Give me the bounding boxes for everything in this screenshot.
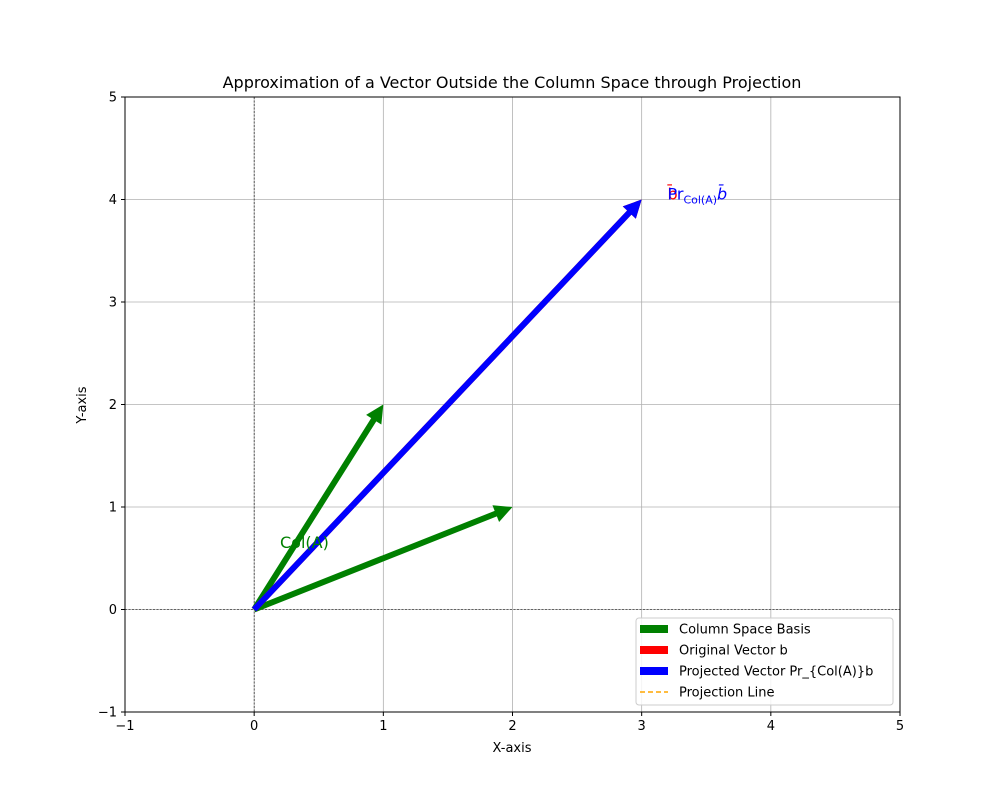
x-tick-label: 5 (896, 719, 904, 734)
x-tick-label: 3 (638, 719, 646, 734)
x-tick-label: 2 (508, 719, 516, 734)
vector-arrow-series-0 (253, 505, 513, 613)
vectors (251, 199, 642, 613)
legend-label-0: Column Space Basis (679, 623, 811, 638)
y-tick-label: −1 (98, 706, 117, 721)
x-tick-label: −1 (115, 719, 134, 734)
legend: Column Space Basis Original Vector b Proje… (635, 617, 894, 706)
chart-title: Approximation of a Vector Outside the Co… (223, 73, 802, 92)
annotation-pr-main: Pr (668, 185, 684, 204)
legend-label-2: Projected Vector Pr_{Col(A)}b (679, 665, 873, 680)
x-tick-label: 4 (767, 719, 775, 734)
x-tick-label: 1 (379, 719, 387, 734)
annotation-b: b̄ (667, 185, 678, 204)
y-tick-label: 2 (109, 398, 117, 413)
y-tick-label: 3 (109, 296, 117, 311)
legend-label-3: Projection Line (679, 686, 775, 701)
vector-arrow-series-0 (251, 404, 384, 612)
legend-swatch-2 (640, 667, 668, 675)
annotation-pr-tail: b̄ (717, 185, 727, 204)
annotation-pr-subscript: Col(A) (683, 194, 717, 207)
x-tick-label: 0 (250, 719, 258, 734)
y-axis-title: Y-axis (75, 386, 90, 424)
legend-label-1: Original Vector b (679, 644, 788, 659)
annotation-pr: PrCol(A)b̄ (668, 185, 728, 207)
x-axis-title: X-axis (493, 741, 532, 756)
y-tick-label: 4 (109, 193, 117, 208)
vector-arrow-series-2 (251, 199, 642, 612)
y-tick-label: 0 (109, 603, 117, 618)
legend-box (635, 617, 894, 706)
legend-swatch-0 (640, 625, 668, 633)
y-tick-label: 5 (109, 91, 117, 106)
axis-ticks: −1 0 1 2 3 4 5 −1 0 1 2 3 4 5 (98, 91, 904, 735)
annotations: Col(A)b̄PrCol(A)b̄ (280, 185, 727, 553)
y-tick-label: 1 (109, 501, 117, 516)
annotation-col-a: Col(A) (280, 533, 329, 552)
legend-swatch-1 (640, 646, 668, 654)
